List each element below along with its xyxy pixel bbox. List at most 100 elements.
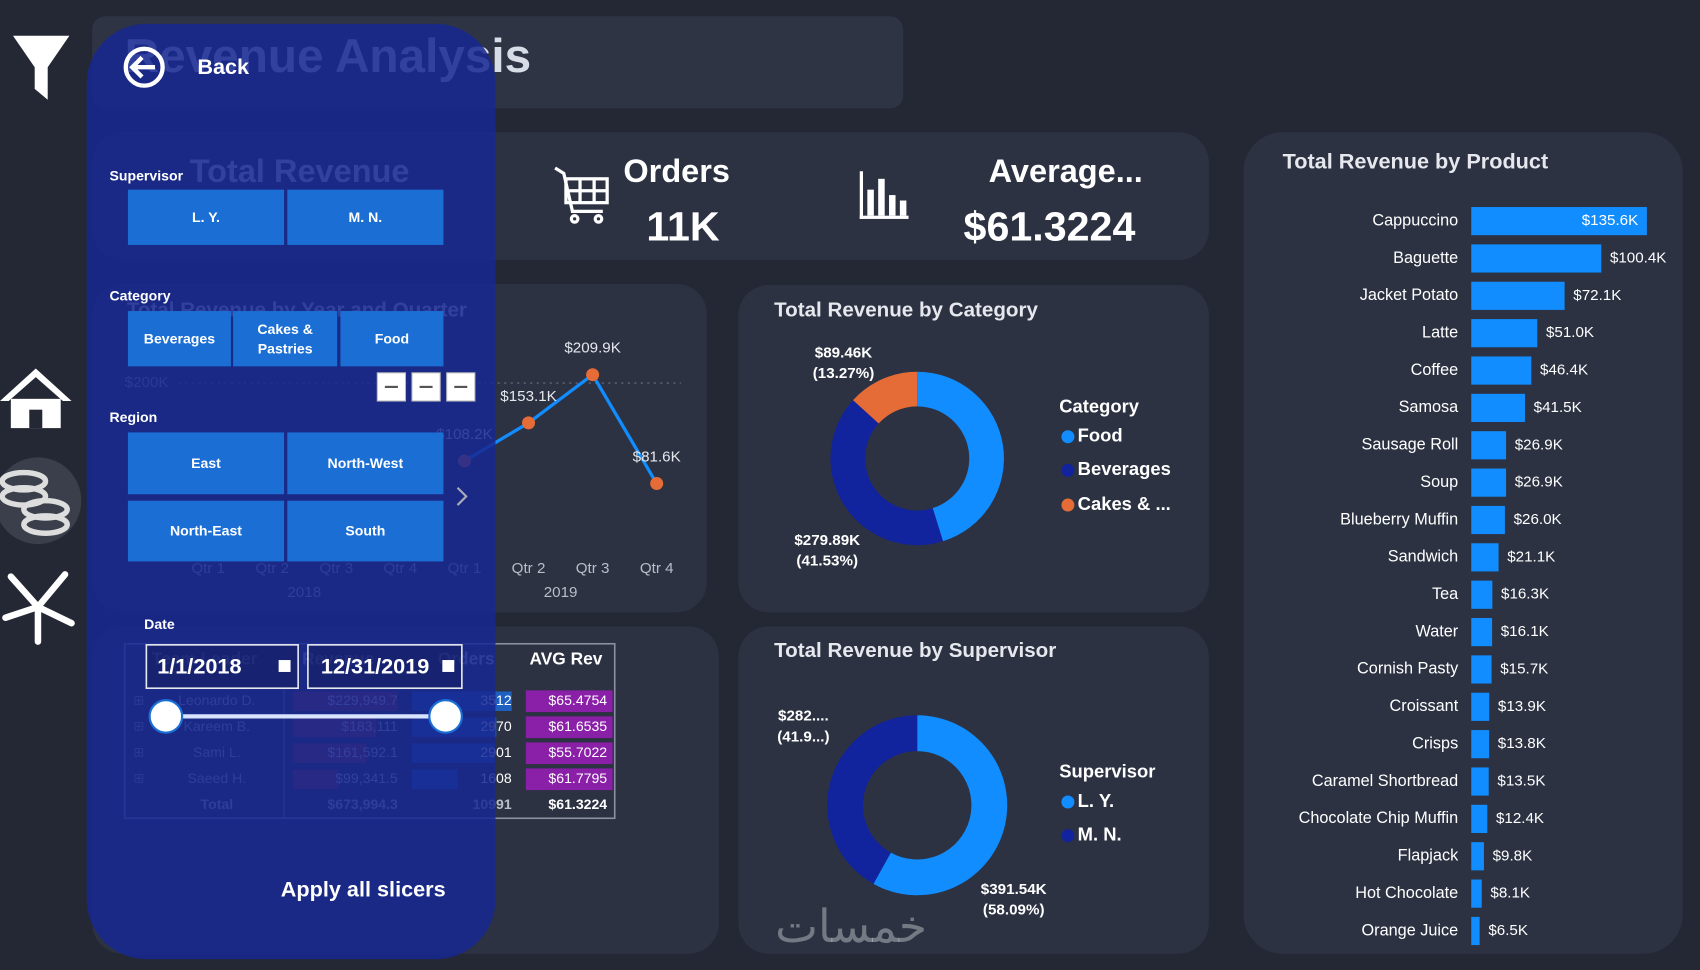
slicer-button[interactable]: M. N.: [348, 208, 383, 225]
avg-cell-bg: [525, 742, 613, 765]
coin: [21, 513, 70, 536]
home-icon[interactable]: [0, 368, 72, 429]
y-tick-label: Soup: [1420, 473, 1458, 491]
legend-swatch: [1061, 829, 1075, 843]
x-tick-label: Qtr 2: [512, 560, 546, 577]
cart-icon: [554, 166, 609, 224]
bar: [1471, 804, 1488, 833]
slicer-button[interactable]: Food: [374, 330, 410, 347]
data-label: $89.46K (13.27%): [812, 343, 875, 382]
date-value: 12/31/2019: [321, 653, 429, 678]
slicer-button[interactable]: Beverages: [143, 330, 216, 347]
bar: [1471, 393, 1525, 422]
slicer-button-bg: [127, 432, 285, 495]
slicer-button[interactable]: L. Y.: [192, 208, 220, 225]
data-label: $81.6K: [633, 449, 681, 466]
coins-icon[interactable]: [0, 457, 82, 545]
y-tick-label: Orange Juice: [1362, 921, 1459, 939]
legend-swatch: [1061, 498, 1075, 512]
filter-icon[interactable]: [13, 35, 70, 100]
slicer-button[interactable]: Cakes & Pastries: [257, 320, 313, 357]
bar: [1471, 543, 1499, 572]
data-label-box: $391.54K (58.09%): [981, 880, 1047, 918]
slicer-button-box[interactable]: Beverages: [128, 311, 231, 366]
slicer-label: Region: [110, 409, 158, 425]
y-tick-label: Tea: [1432, 585, 1459, 603]
slicer-button-bg: [127, 189, 285, 245]
slicer-button-bg: [233, 311, 338, 367]
cart-wheel: [569, 214, 580, 224]
date-input[interactable]: [307, 644, 463, 690]
slicer-button-box[interactable]: South: [287, 501, 443, 562]
data-label: $26.9K: [1515, 436, 1563, 453]
hand: [34, 571, 69, 611]
bar: [1471, 281, 1565, 310]
legend-entry: M. N.: [1078, 823, 1122, 844]
data-label: $6.5K: [1488, 922, 1528, 939]
donut-slice: [917, 371, 1004, 542]
data-label: $26.0K: [1514, 511, 1562, 528]
date-input[interactable]: [145, 644, 299, 690]
data-label: $46.4K: [1540, 362, 1588, 379]
watermark: خمسات: [775, 901, 927, 952]
x-tick-label: Qtr 4: [640, 560, 674, 577]
y-tick-label: Samosa: [1399, 398, 1460, 416]
legend-title: Supervisor: [1059, 761, 1155, 782]
slicer-button[interactable]: South: [345, 522, 386, 539]
donut-slice: [873, 715, 1008, 896]
slicer-button-box[interactable]: East: [128, 432, 284, 494]
data-label: $21.1K: [1507, 548, 1555, 565]
x-tick-label: Qtr 3: [576, 560, 610, 577]
data-label: $8.1K: [1490, 885, 1530, 902]
back-button: Back: [197, 54, 250, 79]
bar: [1471, 431, 1507, 460]
bar: [1471, 842, 1484, 871]
bar: [1471, 468, 1507, 497]
y-tick-label: Latte: [1422, 323, 1458, 341]
y-tick-label: Caramel Shortbread: [1312, 772, 1458, 790]
tool-glyph: [384, 385, 398, 388]
date-value: 1/1/2018: [157, 653, 241, 678]
chart-title: Total Revenue by Product: [1283, 148, 1549, 173]
data-label: $279.89K (41.53%): [794, 531, 861, 569]
avg-cell-bg: [525, 768, 613, 791]
line-point: [522, 416, 536, 430]
hand: [2, 603, 42, 622]
data-label: $16.1K: [1501, 623, 1549, 640]
back-arrow: [129, 55, 156, 79]
slicer-button-box[interactable]: M. N.: [287, 190, 443, 245]
bar: [1471, 356, 1532, 385]
back-icon[interactable]: [123, 46, 165, 88]
tool-glyph: [419, 385, 433, 388]
slicer-button-box[interactable]: Cakes & Pastries: [233, 311, 337, 366]
team-icon[interactable]: [2, 571, 75, 645]
calendar-icon: [442, 660, 455, 672]
slicer-button-box[interactable]: L. Y.: [128, 190, 284, 245]
slicer-button[interactable]: East: [191, 454, 221, 471]
apply-button[interactable]: Apply all slicers: [281, 877, 446, 902]
bar: [1471, 580, 1493, 609]
data-label: $72.1K: [1573, 287, 1621, 304]
slicer-button-box[interactable]: Food: [340, 311, 443, 366]
slicer-label: Category: [110, 288, 171, 304]
date-slider-handle[interactable]: [148, 699, 184, 734]
slicer-button-bg: [127, 500, 285, 562]
slicer-button-box[interactable]: North-West: [287, 432, 443, 494]
slicer-button-bg: [127, 311, 231, 367]
slicer-button[interactable]: North-West: [327, 454, 404, 471]
bar: [1471, 692, 1490, 721]
kpi-value: $61.3224: [964, 204, 1136, 250]
data-label: $26.9K: [1515, 474, 1563, 491]
chevron[interactable]: [456, 486, 468, 506]
donut-slice: [830, 400, 943, 546]
date-slider-handle[interactable]: [428, 699, 463, 734]
donut-slice: [852, 371, 918, 424]
line-point: [650, 477, 664, 491]
slicer-button[interactable]: North-East: [169, 522, 243, 539]
slicer-button-box[interactable]: North-East: [128, 501, 284, 562]
data-label: $209.9K: [564, 340, 620, 357]
data-label-box: $282.... (41.9...): [777, 707, 829, 745]
table-cell: $65.4754: [548, 692, 607, 708]
bar-icon-bar: [899, 200, 907, 216]
